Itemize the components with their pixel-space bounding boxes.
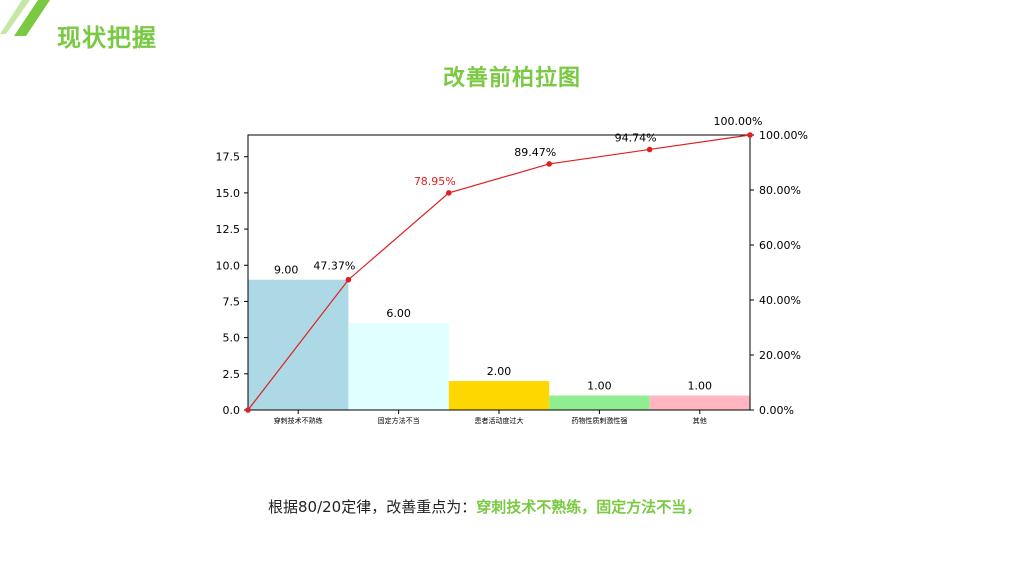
cumulative-label-1: 47.37%	[313, 260, 355, 273]
y-left-tick-label-1: 2.5	[223, 368, 241, 381]
y-left-tick-label-7: 17.5	[216, 151, 241, 164]
y-left-tick-label-6: 15.0	[216, 187, 241, 200]
cumulative-label-3: 89.47%	[514, 146, 556, 159]
bar-value-label-4: 1.00	[688, 380, 713, 393]
y-right-tick-label-3: 60.00%	[759, 239, 801, 252]
y-left-tick-label-3: 7.5	[223, 295, 241, 308]
x-tick-label-2: 患者活动度过大	[475, 416, 524, 425]
bar-value-label-3: 1.00	[587, 380, 612, 393]
cumulative-point-0	[245, 407, 251, 413]
cumulative-point-5	[747, 132, 753, 138]
x-tick-label-0: 穿刺技术不熟练	[274, 416, 323, 425]
bar-value-label-1: 6.00	[386, 307, 411, 320]
bar-value-label-2: 2.00	[487, 365, 512, 378]
y-left-tick-label-5: 12.5	[216, 223, 241, 236]
cumulative-point-1	[345, 276, 352, 283]
bar-1	[348, 323, 449, 410]
cumulative-label-2: 78.95%	[414, 175, 456, 188]
y-right-tick-label-5: 100.00%	[759, 129, 808, 142]
x-tick-label-3: 药物性质刺激性强	[571, 416, 627, 425]
conclusion-text: 根据80/20定律，改善重点为：穿刺技术不熟练，固定方法不当，	[268, 496, 701, 517]
y-right-tick-label-2: 40.00%	[759, 294, 801, 307]
cumulative-point-2	[446, 190, 452, 196]
y-right-tick-label-4: 80.00%	[759, 184, 801, 197]
cumulative-label-4: 94.74%	[615, 131, 657, 144]
y-left-tick-label-2: 5.0	[223, 332, 241, 345]
bar-3	[549, 395, 650, 410]
cumulative-point-3	[546, 161, 552, 167]
x-tick-label-4: 其他	[693, 416, 707, 425]
cumulative-point-4	[646, 146, 653, 153]
bar-2	[448, 381, 550, 410]
bar-4	[649, 395, 750, 410]
y-right-tick-label-0: 0.00%	[759, 404, 794, 417]
cumulative-label-5: 100.00%	[714, 115, 763, 128]
x-tick-label-1: 固定方法不当	[378, 416, 420, 425]
conclusion-highlight: 穿刺技术不熟练，固定方法不当，	[476, 498, 702, 516]
corner-stripes-decoration	[0, 0, 50, 36]
y-right-tick-label-1: 20.00%	[759, 349, 801, 362]
cumulative-line	[247, 134, 751, 411]
conclusion-prefix: 根据80/20定律，改善重点为：	[268, 498, 477, 516]
chart-title: 改善前柏拉图	[442, 66, 581, 91]
y-left-tick-label-0: 0.0	[223, 404, 241, 417]
y-left-tick-label-4: 10.0	[216, 259, 241, 272]
section-title: 现状把握	[57, 24, 157, 52]
bar-value-label-0: 9.00	[274, 264, 299, 277]
